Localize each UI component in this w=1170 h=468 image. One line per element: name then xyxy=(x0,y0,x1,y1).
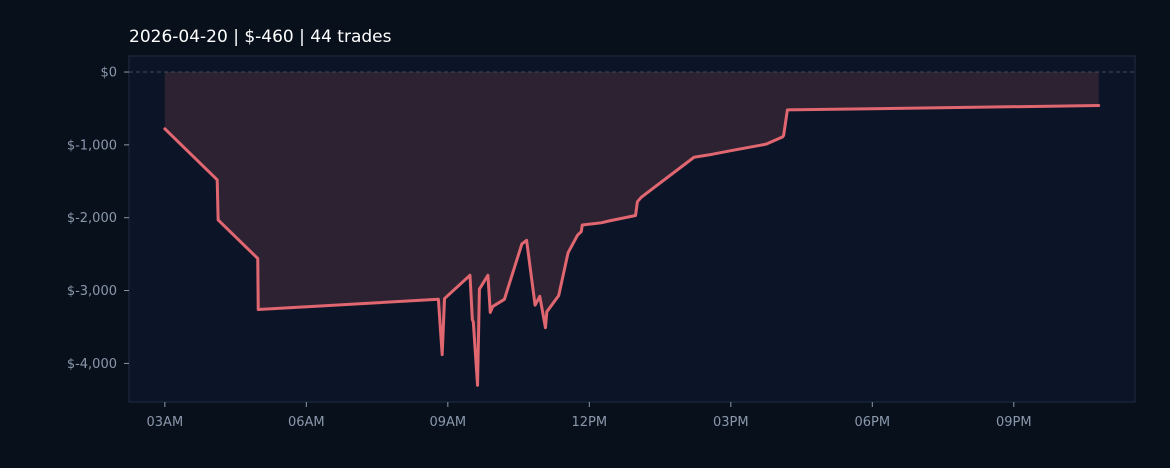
chart-title: 2026-04-20 | $-460 | 44 trades xyxy=(129,27,392,47)
y-tick-label: $-2,000 xyxy=(67,211,117,226)
x-tick-label: 09PM xyxy=(996,415,1032,430)
x-tick-label: 09AM xyxy=(429,415,466,430)
y-tick-label: $-4,000 xyxy=(67,357,117,372)
x-tick-label: 06AM xyxy=(288,415,325,430)
y-tick-label: $-1,000 xyxy=(67,138,117,153)
y-tick-label: $0 xyxy=(100,66,117,81)
y-tick-label: $-3,000 xyxy=(67,284,117,299)
x-tick-label: 03AM xyxy=(147,415,184,430)
series-line xyxy=(163,104,1101,387)
series-area-fill xyxy=(164,72,1099,386)
x-tick-label: 03PM xyxy=(713,415,749,430)
x-tick-label: 12PM xyxy=(572,415,608,430)
x-tick-label: 06PM xyxy=(854,415,890,430)
